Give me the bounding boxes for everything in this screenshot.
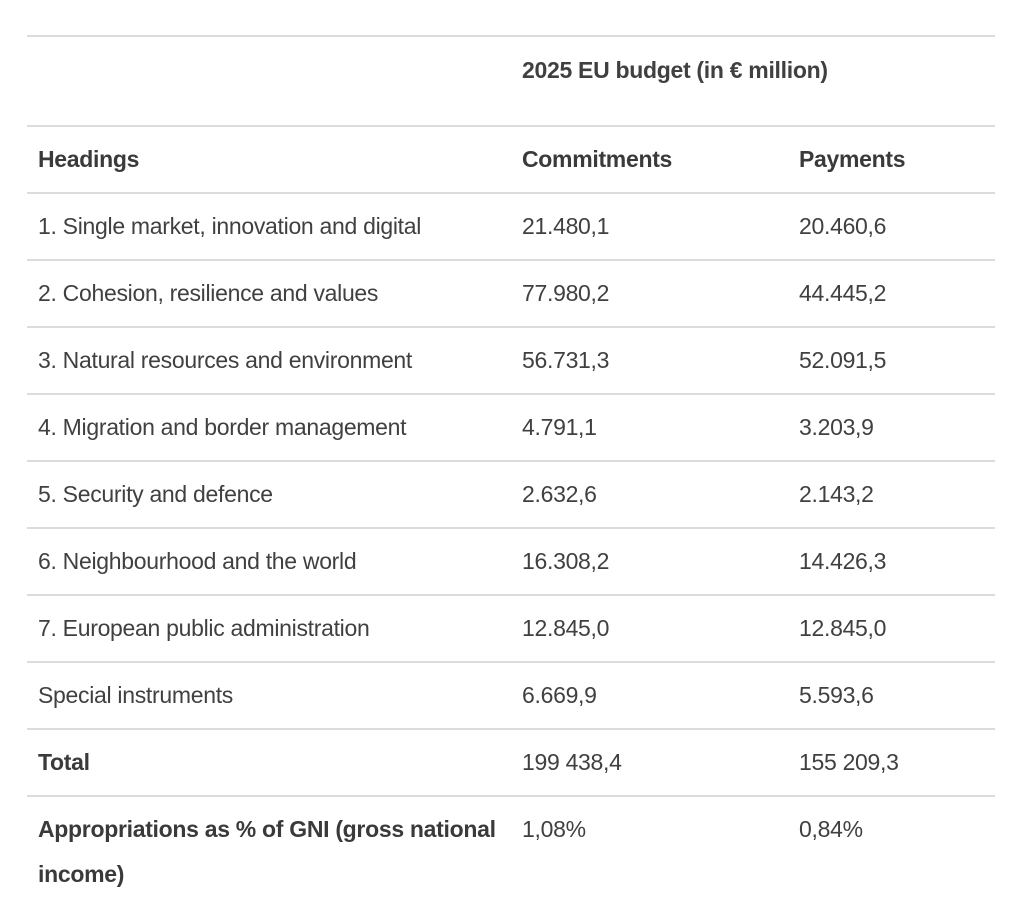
column-header-payments: Payments bbox=[788, 125, 995, 193]
gni-commitments: 1,08% bbox=[511, 795, 788, 897]
row-heading: 7. European public administration bbox=[27, 594, 511, 662]
row-commitments: 77.980,2 bbox=[511, 259, 788, 327]
row-commitments: 4.791,1 bbox=[511, 393, 788, 461]
budget-table-container: 2025 EU budget (in € million) Headings C… bbox=[27, 35, 995, 897]
total-payments: 155 209,3 bbox=[788, 728, 995, 796]
column-header-headings: Headings bbox=[27, 125, 511, 193]
row-payments: 3.203,9 bbox=[788, 393, 995, 461]
row-commitments: 56.731,3 bbox=[511, 326, 788, 394]
table-row: 3. Natural resources and environment 56.… bbox=[27, 326, 995, 394]
row-payments: 5.593,6 bbox=[788, 661, 995, 729]
row-payments: 20.460,6 bbox=[788, 192, 995, 260]
budget-super-header: 2025 EU budget (in € million) bbox=[511, 35, 995, 126]
row-commitments: 12.845,0 bbox=[511, 594, 788, 662]
row-payments: 14.426,3 bbox=[788, 527, 995, 595]
table-row: 2. Cohesion, resilience and values 77.98… bbox=[27, 259, 995, 327]
table-row: 4. Migration and border management 4.791… bbox=[27, 393, 995, 461]
row-payments: 52.091,5 bbox=[788, 326, 995, 394]
gni-row: Appropriations as % of GNI (gross nation… bbox=[27, 795, 995, 897]
row-heading: 1. Single market, innovation and digital bbox=[27, 192, 511, 260]
row-heading: 6. Neighbourhood and the world bbox=[27, 527, 511, 595]
total-heading: Total bbox=[27, 728, 511, 796]
table-row: 6. Neighbourhood and the world 16.308,2 … bbox=[27, 527, 995, 595]
gni-payments: 0,84% bbox=[788, 795, 995, 897]
super-header-row: 2025 EU budget (in € million) bbox=[27, 35, 995, 126]
empty-header-cell bbox=[27, 35, 511, 126]
total-commitments: 199 438,4 bbox=[511, 728, 788, 796]
column-header-row: Headings Commitments Payments bbox=[27, 125, 995, 193]
row-payments: 2.143,2 bbox=[788, 460, 995, 528]
row-heading: Special instruments bbox=[27, 661, 511, 729]
total-row: Total 199 438,4 155 209,3 bbox=[27, 728, 995, 796]
row-heading: 4. Migration and border management bbox=[27, 393, 511, 461]
row-heading: 2. Cohesion, resilience and values bbox=[27, 259, 511, 327]
row-heading: 5. Security and defence bbox=[27, 460, 511, 528]
row-commitments: 6.669,9 bbox=[511, 661, 788, 729]
gni-heading: Appropriations as % of GNI (gross nation… bbox=[27, 795, 511, 897]
row-payments: 12.845,0 bbox=[788, 594, 995, 662]
table-row: 5. Security and defence 2.632,6 2.143,2 bbox=[27, 460, 995, 528]
table-row: Special instruments 6.669,9 5.593,6 bbox=[27, 661, 995, 729]
table-row: 7. European public administration 12.845… bbox=[27, 594, 995, 662]
row-commitments: 16.308,2 bbox=[511, 527, 788, 595]
column-header-commitments: Commitments bbox=[511, 125, 788, 193]
row-payments: 44.445,2 bbox=[788, 259, 995, 327]
table-row: 1. Single market, innovation and digital… bbox=[27, 192, 995, 260]
eu-budget-table: 2025 EU budget (in € million) Headings C… bbox=[27, 35, 995, 897]
row-commitments: 21.480,1 bbox=[511, 192, 788, 260]
row-commitments: 2.632,6 bbox=[511, 460, 788, 528]
row-heading: 3. Natural resources and environment bbox=[27, 326, 511, 394]
